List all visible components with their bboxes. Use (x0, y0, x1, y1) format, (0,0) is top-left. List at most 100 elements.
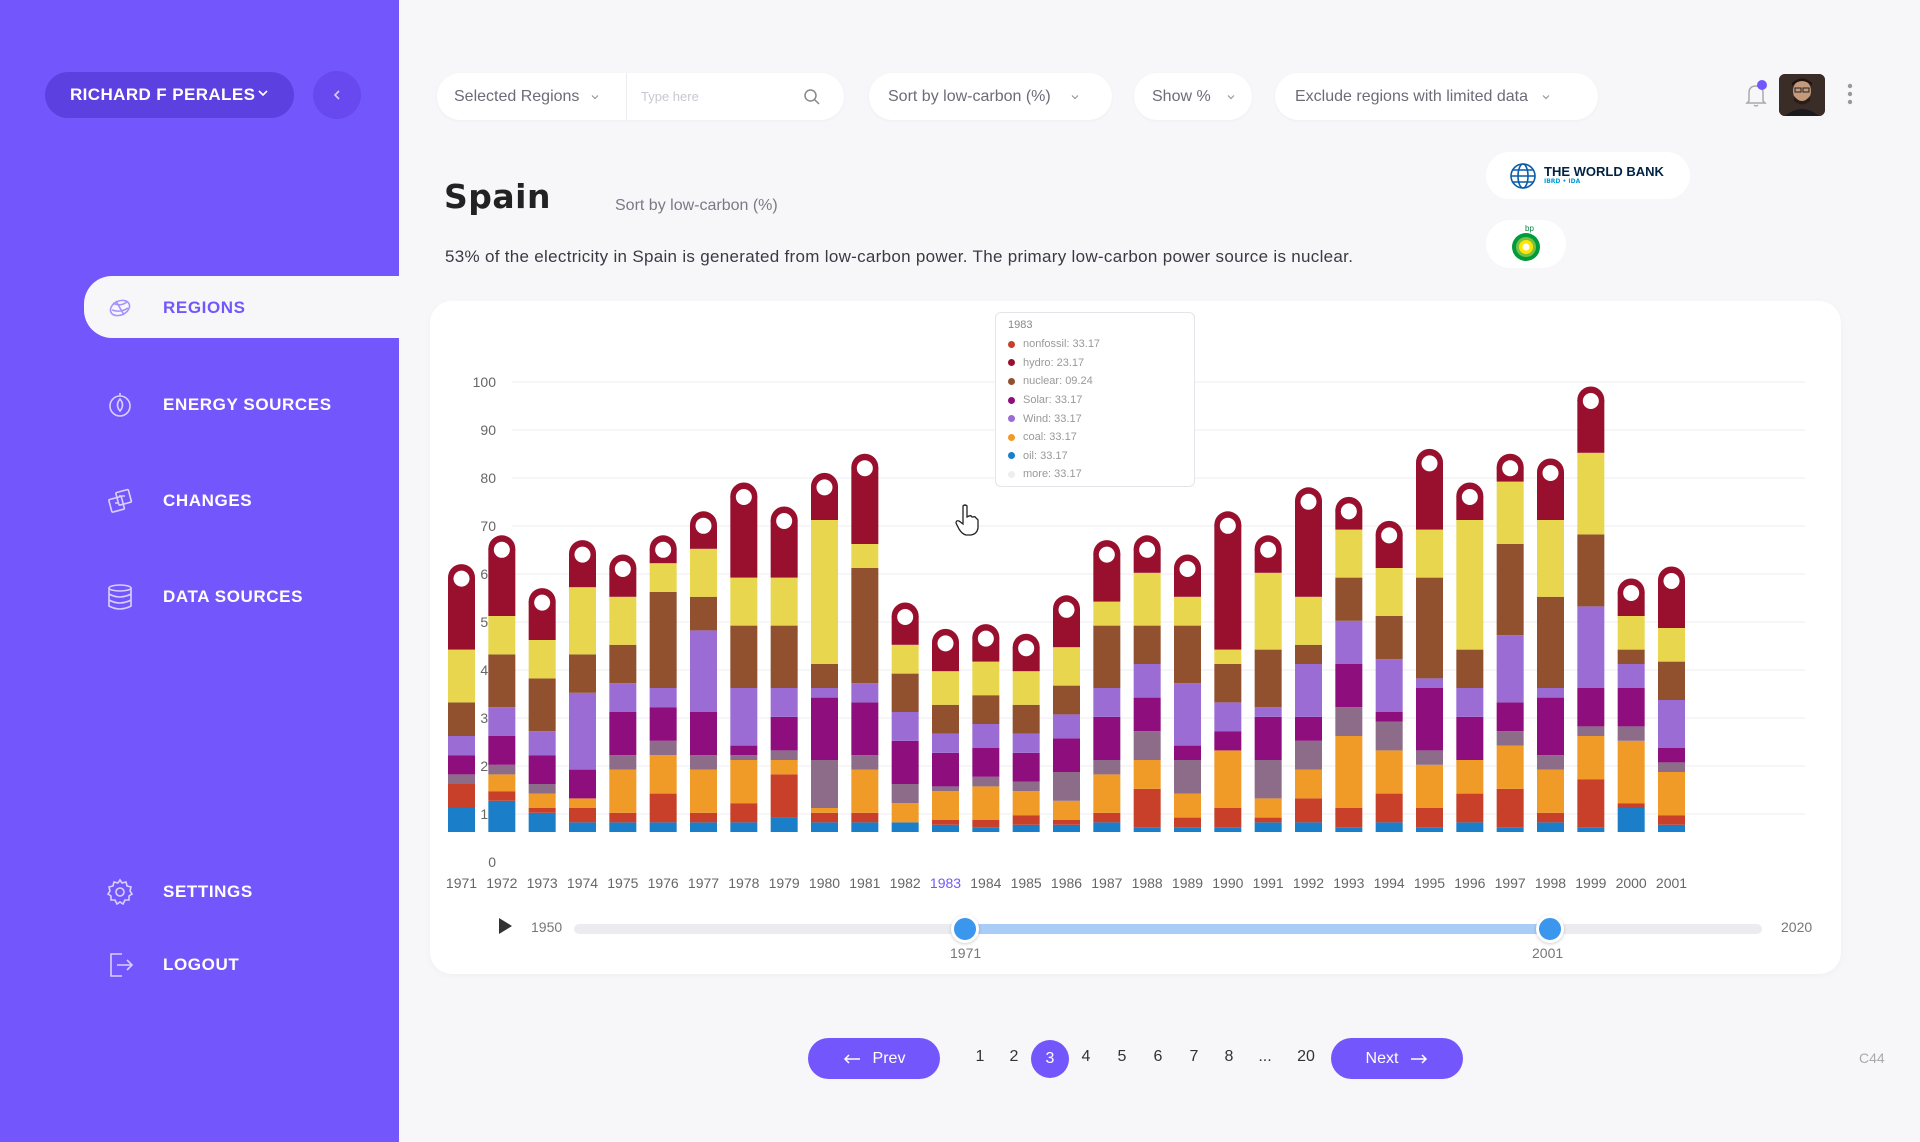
bar-segment-gas[interactable] (1254, 760, 1282, 799)
bar-marker[interactable] (816, 479, 833, 496)
bar-segment-hydro[interactable] (1335, 529, 1363, 578)
bar-segment-coal-red[interactable] (730, 803, 758, 823)
bar-segment-oil[interactable] (1496, 827, 1524, 832)
bar-segment-oil[interactable] (1295, 822, 1322, 832)
bar-segment-wind[interactable] (1496, 635, 1524, 703)
bar-segment-wind[interactable] (1093, 688, 1121, 717)
bar-segment-hydro[interactable] (1496, 481, 1524, 544)
bar-marker[interactable] (614, 561, 631, 577)
page-number-4[interactable]: 4 (1081, 1048, 1091, 1065)
collapse-sidebar-button[interactable] (313, 71, 361, 119)
bar-segment-coal-red[interactable] (1053, 820, 1080, 825)
bar-segment-gas[interactable] (1658, 762, 1685, 772)
bar-segment-oil[interactable] (1093, 822, 1121, 832)
bar-segment-oil[interactable] (1254, 822, 1282, 832)
bar-segment-solar[interactable] (851, 702, 879, 756)
bar-segment-hydro[interactable] (1375, 568, 1403, 616)
bar-segment-coal-red[interactable] (690, 812, 717, 823)
bar-segment-gas[interactable] (1093, 760, 1121, 775)
bar-segment-coal-red[interactable] (1093, 812, 1121, 823)
bar-segment-coal-red[interactable] (1335, 808, 1363, 828)
sidebar-item-settings[interactable]: SETTINGS (105, 877, 253, 907)
bar-marker[interactable] (937, 635, 954, 652)
bar-segment-coal[interactable] (811, 808, 838, 813)
bar-segment-coal-red[interactable] (932, 820, 959, 825)
bar-segment-nuclear[interactable] (1093, 625, 1121, 688)
bar-segment-oil[interactable] (1577, 827, 1605, 832)
bar-segment-coal[interactable] (1577, 736, 1605, 780)
bar-segment-wind[interactable] (1214, 702, 1242, 732)
bar-segment-nonfossil[interactable] (1295, 500, 1322, 597)
bar-segment-coal[interactable] (1254, 798, 1282, 818)
bar-segment-hydro[interactable] (1537, 520, 1564, 597)
bar-marker[interactable] (1219, 517, 1236, 534)
bar-segment-wind[interactable] (730, 688, 758, 746)
bar-segment-coal-red[interactable] (1214, 808, 1242, 828)
bar-segment-coal[interactable] (1012, 791, 1040, 816)
bar-marker[interactable] (1260, 541, 1277, 558)
bar-segment-solar[interactable] (1375, 712, 1403, 722)
bar-segment-nuclear[interactable] (1012, 704, 1040, 734)
bar-segment-coal[interactable] (770, 760, 798, 775)
bar-marker[interactable] (1098, 546, 1115, 563)
regions-select[interactable]: Selected Regions (437, 73, 627, 120)
bar-segment-solar[interactable] (972, 748, 1000, 777)
bar-segment-coal-red[interactable] (488, 791, 516, 801)
bar-segment-coal-red[interactable] (1496, 788, 1524, 828)
bar-segment-coal[interactable] (730, 760, 758, 804)
bar-segment-oil[interactable] (932, 824, 959, 832)
bar-segment-gas[interactable] (528, 784, 556, 794)
bp-source-badge[interactable]: bp (1486, 220, 1566, 268)
bar-segment-coal-red[interactable] (1416, 808, 1443, 828)
bar-segment-coal-red[interactable] (448, 784, 475, 808)
bar-marker[interactable] (534, 594, 551, 611)
bar-marker[interactable] (1179, 561, 1196, 577)
bar-marker[interactable] (1018, 640, 1035, 657)
bar-segment-wind[interactable] (1012, 733, 1040, 753)
bar-segment-wind[interactable] (1416, 678, 1443, 688)
bar-segment-coal[interactable] (1537, 769, 1564, 813)
bar-segment-nuclear[interactable] (1416, 577, 1443, 679)
bar-segment-solar[interactable] (528, 755, 556, 784)
bar-segment-oil[interactable] (1174, 827, 1201, 832)
bar-segment-hydro[interactable] (609, 596, 637, 645)
bar-segment-solar[interactable] (1174, 745, 1201, 760)
bar-segment-oil[interactable] (528, 812, 556, 832)
bar-segment-coal-red[interactable] (1133, 788, 1161, 828)
bar-segment-solar[interactable] (1093, 716, 1121, 760)
bar-segment-coal[interactable] (1335, 736, 1363, 808)
bar-marker[interactable] (897, 609, 914, 625)
bar-segment-coal[interactable] (972, 786, 1000, 820)
bar-segment-solar[interactable] (811, 697, 838, 760)
bar-segment-oil[interactable] (1375, 822, 1403, 832)
bar-segment-oil[interactable] (1617, 808, 1645, 832)
bar-segment-wind[interactable] (488, 707, 516, 736)
bar-segment-nuclear[interactable] (1174, 625, 1201, 684)
bar-segment-nuclear[interactable] (1254, 649, 1282, 708)
bar-segment-wind[interactable] (1295, 664, 1322, 717)
bar-segment-coal[interactable] (690, 769, 717, 813)
bar-segment-wind[interactable] (1335, 620, 1363, 664)
bar-segment-coal-red[interactable] (770, 774, 798, 818)
bar-segment-nuclear[interactable] (1214, 664, 1242, 703)
bar-segment-solar[interactable] (1658, 748, 1685, 763)
bar-segment-coal-red[interactable] (1658, 815, 1685, 825)
bar-segment-oil[interactable] (649, 822, 677, 832)
bar-segment-nuclear[interactable] (1375, 616, 1403, 660)
user-menu-button[interactable]: RICHARD F PERALES (45, 72, 294, 118)
sidebar-item-regions[interactable]: REGIONS (105, 293, 246, 323)
bar-segment-oil[interactable] (1053, 824, 1080, 832)
bar-segment-gas[interactable] (851, 755, 879, 770)
bar-segment-solar[interactable] (1254, 716, 1282, 760)
bar-segment-hydro[interactable] (1617, 616, 1645, 650)
bar-segment-solar[interactable] (1416, 688, 1443, 751)
bar-segment-solar[interactable] (891, 740, 919, 784)
bar-segment-hydro[interactable] (1254, 572, 1282, 650)
bar-segment-hydro[interactable] (1133, 572, 1161, 626)
bar-segment-coal[interactable] (851, 769, 879, 813)
bar-segment-solar[interactable] (1214, 731, 1242, 751)
bar-segment-gas[interactable] (609, 755, 637, 770)
bar-segment-coal-red[interactable] (1577, 779, 1605, 828)
sidebar-item-changes[interactable]: CHANGES (105, 486, 252, 516)
bar-marker[interactable] (977, 630, 994, 647)
